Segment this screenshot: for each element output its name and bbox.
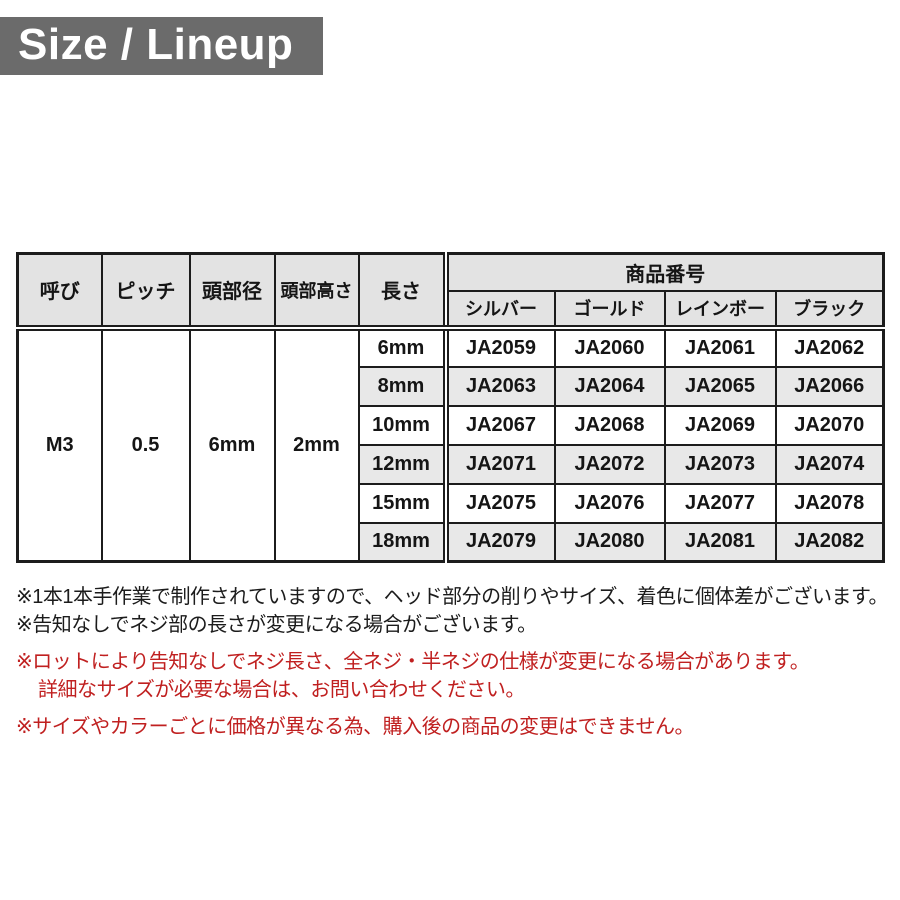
note-length-change: ※告知なしでネジ部の長さが変更になる場合がございます。 [16, 614, 537, 636]
col-header-length: 長さ [357, 252, 447, 331]
cell-code-rainbow: JA2061 [663, 326, 777, 368]
table-row: 15mm JA2075 JA2076 JA2077 JA2078 [18, 482, 885, 524]
note-contact-us: 詳細なサイズが必要な場合は、お問い合わせください。 [38, 679, 525, 701]
footnotes: ※1本1本手作業で制作されていますので、ヘッド部分の削りやサイズ、着色に個体差が… [16, 583, 900, 741]
cell-code-rainbow: JA2081 [663, 521, 777, 563]
cell-code-rainbow: JA2069 [663, 404, 777, 446]
cell-code-silver: JA2067 [442, 404, 556, 446]
col-header-rainbow: レインボー [663, 289, 777, 331]
col-header-product-number: 商品番号 [442, 252, 885, 292]
size-lineup-table: 呼び ピッチ 頭部径 頭部高さ 長さ 商品番号 シルバー ゴールド レインボー … [16, 252, 885, 563]
section-title-banner: Size / Lineup [0, 17, 323, 75]
cell-code-black: JA2078 [774, 482, 885, 524]
table-row: 12mm JA2071 JA2072 JA2073 JA2074 [18, 443, 885, 485]
note-no-item-change: ※サイズやカラーごとに価格が異なる為、購入後の商品の変更はできません。 [16, 716, 695, 738]
col-header-gold: ゴールド [553, 289, 666, 331]
cell-code-silver: JA2059 [442, 326, 556, 368]
cell-length: 15mm [357, 482, 447, 524]
cell-code-black: JA2082 [774, 521, 885, 563]
cell-head-height: 2mm [273, 326, 360, 563]
cell-code-rainbow: JA2077 [663, 482, 777, 524]
cell-code-gold: JA2072 [553, 443, 666, 485]
table-row: M3 0.5 6mm 2mm 6mm JA2059 JA2060 JA2061 … [16, 326, 885, 563]
col-header-black: ブラック [774, 289, 885, 331]
cell-code-gold: JA2080 [553, 521, 666, 563]
note-handmade: ※1本1本手作業で制作されていますので、ヘッド部分の削りやサイズ、着色に個体差が… [16, 586, 889, 608]
note-lot-spec-change: ※ロットにより告知なしでネジ長さ、全ネジ・半ネジの仕様が変更になる場合があります… [16, 651, 810, 673]
cell-pitch: 0.5 [100, 326, 191, 563]
cell-code-gold: JA2064 [553, 365, 666, 407]
cell-code-gold: JA2060 [553, 326, 666, 368]
cell-code-rainbow: JA2065 [663, 365, 777, 407]
cell-code-black: JA2070 [774, 404, 885, 446]
cell-code-gold: JA2068 [553, 404, 666, 446]
cell-code-silver: JA2075 [442, 482, 556, 524]
table-header-row-1: 呼び ピッチ 頭部径 頭部高さ 長さ 商品番号 [16, 252, 885, 331]
cell-code-silver: JA2063 [442, 365, 556, 407]
cell-code-black: JA2062 [774, 326, 885, 368]
cell-code-silver: JA2071 [442, 443, 556, 485]
table-row: 8mm JA2063 JA2064 JA2065 JA2066 [18, 365, 885, 407]
cell-length: 10mm [357, 404, 447, 446]
cell-head-diameter: 6mm [188, 326, 276, 563]
col-header-silver: シルバー [442, 289, 556, 331]
table-header-row-2: シルバー ゴールド レインボー ブラック [18, 289, 885, 331]
cell-code-black: JA2066 [774, 365, 885, 407]
col-header-pitch: ピッチ [100, 252, 191, 331]
page-title: Size / Lineup [18, 20, 294, 69]
table-row: 18mm JA2079 JA2080 JA2081 JA2082 [18, 521, 885, 563]
table-row: 10mm JA2067 JA2068 JA2069 JA2070 [18, 404, 885, 446]
cell-code-gold: JA2076 [553, 482, 666, 524]
cell-code-silver: JA2079 [442, 521, 556, 563]
cell-length: 12mm [357, 443, 447, 485]
cell-length: 6mm [357, 326, 447, 368]
cell-code-rainbow: JA2073 [663, 443, 777, 485]
cell-length: 8mm [357, 365, 447, 407]
cell-code-black: JA2074 [774, 443, 885, 485]
cell-call: M3 [16, 326, 103, 563]
col-header-head-height: 頭部高さ [273, 252, 360, 331]
cell-length: 18mm [357, 521, 447, 563]
col-header-call: 呼び [16, 252, 103, 331]
col-header-head-diameter: 頭部径 [188, 252, 276, 331]
